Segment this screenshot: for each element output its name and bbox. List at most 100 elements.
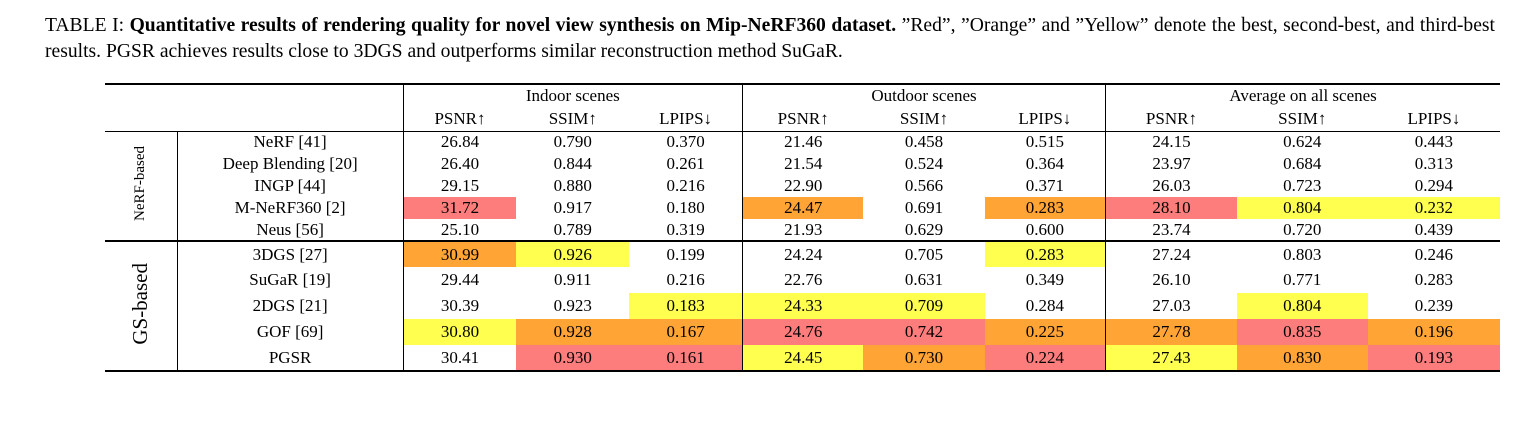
table-row: GS-based 3DGS [27] 30.99 0.926 0.199 24.24 0.7… — [105, 240, 1500, 371]
caption-text: ”Red”, ”Orange” and ”Yellow” denote the … — [45, 15, 1495, 62]
section-label-cell: NeRF-based — [105, 131, 177, 241]
metric-value: 0.199 — [629, 240, 743, 267]
table-row: GOF [69] 30.80 0.928 0.167 24.76 0.742 0.225 27… — [105, 319, 1500, 345]
metric-value: 28.10 — [1105, 197, 1237, 219]
metric-value: 0.183 — [629, 293, 743, 319]
metric-value: 0.830 — [1236, 345, 1368, 371]
metric-header-ssim: SSIM↑ — [1236, 107, 1368, 132]
metric-value: 0.371 — [1025, 176, 1064, 195]
metric-header-lpips: LPIPS↓ — [984, 107, 1106, 132]
metric-header-psnr: PSNR↑ — [402, 107, 517, 132]
metric-value: 0.216 — [666, 270, 705, 289]
section-label: NeRF-based — [132, 145, 149, 221]
metric-value: 0.684 — [1283, 154, 1322, 173]
table-row: NeRF-based NeRF [41] 26.84 0.790 0.370 21.46 0… — [105, 131, 1500, 221]
metric-value: 29.15 — [402, 175, 517, 197]
metric-header-ssim: SSIM↑ — [516, 107, 630, 132]
metric-value: 0.720 — [1283, 219, 1322, 239]
metric-value: 0.284 — [1025, 296, 1064, 315]
metric-value: 30.39 — [402, 293, 517, 319]
metric-value: 0.443 — [1414, 132, 1454, 152]
metric-value: 0.319 — [666, 219, 705, 239]
metric-value: 0.880 — [553, 176, 592, 195]
metric-value: 21.46 — [741, 131, 864, 153]
metric-value: 0.730 — [863, 345, 985, 371]
metric-value: 24.76 — [741, 319, 864, 345]
metric-value: 24.45 — [741, 345, 864, 371]
metric-header-lpips: LPIPS↓ — [629, 107, 743, 132]
metric-value: 0.180 — [666, 198, 705, 217]
method-name: 2DGS [21] — [176, 293, 404, 319]
metric-value: 0.709 — [863, 293, 985, 319]
metric-value: 0.790 — [553, 132, 592, 152]
metric-value: 0.928 — [516, 319, 630, 345]
metric-value: 30.99 — [402, 240, 517, 267]
table-row: Deep Blending [20] 26.40 0.844 0.261 21.54 0.… — [105, 153, 1500, 175]
method-name: GOF [69] — [176, 319, 404, 345]
metric-value: 0.225 — [984, 319, 1106, 345]
metric-value: 0.911 — [553, 270, 592, 289]
metric-value: 24.33 — [741, 293, 864, 319]
table-row: SuGaR [19] 29.44 0.911 0.216 22.76 0.631 0.349… — [105, 267, 1500, 293]
metric-value: 26.10 — [1105, 267, 1237, 293]
metric-value: 22.76 — [741, 267, 864, 293]
metric-value: 0.364 — [1025, 154, 1064, 173]
metric-value: 26.03 — [1105, 175, 1237, 197]
metric-value: 0.624 — [1283, 132, 1322, 152]
group-header-outdoor: Outdoor scenes — [741, 84, 1106, 107]
metric-value: 0.196 — [1367, 319, 1500, 345]
table-row: M-NeRF360 [2] 31.72 0.917 0.180 24.47 0.691 0.… — [105, 197, 1500, 219]
metric-value: 25.10 — [402, 219, 517, 241]
metric-header-psnr: PSNR↑ — [741, 107, 864, 132]
metric-value: 30.41 — [402, 345, 517, 371]
table-caption: TABLE I: Quantitative results of renderi… — [45, 13, 1495, 65]
metric-value: 0.524 — [904, 154, 944, 173]
metric-value: 0.515 — [1025, 132, 1064, 152]
metric-value: 26.40 — [402, 153, 517, 175]
section-gs-based: GS-based 3DGS [27] 30.99 0.926 0.199 24.24 0.7… — [105, 240, 1500, 371]
metric-value: 0.723 — [1283, 176, 1322, 195]
metric-value: 27.03 — [1105, 293, 1237, 319]
metric-value: 0.771 — [1283, 270, 1322, 289]
metric-value: 29.44 — [402, 267, 517, 293]
metric-value: 0.742 — [863, 319, 985, 345]
metric-header-lpips: LPIPS↓ — [1367, 107, 1500, 132]
metric-value: 30.80 — [402, 319, 517, 345]
metric-value: 0.261 — [666, 154, 705, 173]
method-name: Deep Blending [20] — [176, 153, 404, 175]
metric-value: 0.804 — [1236, 197, 1368, 219]
method-name: M-NeRF360 [2] — [176, 197, 404, 219]
metric-value: 0.835 — [1236, 319, 1368, 345]
method-name: 3DGS [27] — [176, 240, 404, 267]
metric-value: 0.803 — [1236, 240, 1368, 267]
metric-value: 0.691 — [904, 198, 944, 217]
metric-value: 23.97 — [1105, 153, 1237, 175]
metric-value: 0.930 — [516, 345, 630, 371]
metric-value: 24.47 — [741, 197, 864, 219]
caption-title: Quantitative results of rendering qualit… — [129, 15, 897, 36]
group-header-average: Average on all scenes — [1105, 84, 1500, 107]
group-header-row: Indoor scenes Outdoor scenes Average on … — [105, 84, 1500, 107]
table-row: Neus [56] 25.10 0.789 0.319 21.93 0.629 0.600 2… — [105, 219, 1500, 241]
method-name: PGSR — [176, 345, 404, 371]
metric-value: 0.232 — [1367, 197, 1500, 219]
metric-value: 0.246 — [1367, 240, 1500, 267]
metric-value: 23.74 — [1105, 219, 1237, 241]
group-header-indoor: Indoor scenes — [402, 84, 743, 107]
metric-header-psnr: PSNR↑ — [1105, 107, 1237, 132]
metric-value: 0.224 — [984, 345, 1106, 371]
table-row: 2DGS [21] 30.39 0.923 0.183 24.33 0.709 0.284 2… — [105, 293, 1500, 319]
results-table: Indoor scenes Outdoor scenes Average on … — [105, 83, 1500, 372]
method-name: NeRF [41] — [176, 131, 404, 153]
metric-value: 0.600 — [1025, 219, 1064, 239]
metric-value: 0.216 — [666, 176, 705, 195]
section-nerf-based: NeRF-based NeRF [41] 26.84 0.790 0.370 21.46 0… — [105, 131, 1500, 241]
section-label-cell: GS-based — [105, 240, 178, 371]
metric-value: 27.43 — [1105, 345, 1237, 371]
metric-header-row: PSNR↑ SSIM↑ LPIPS↓ PSNR↑ SSIM↑ LPIPS↓ PS… — [105, 107, 1500, 132]
metric-value: 0.804 — [1236, 293, 1368, 319]
metric-value: 22.90 — [741, 175, 864, 197]
metric-value: 0.629 — [904, 219, 944, 239]
table-header: Indoor scenes Outdoor scenes Average on … — [105, 84, 1500, 132]
metric-value: 24.24 — [741, 240, 864, 267]
